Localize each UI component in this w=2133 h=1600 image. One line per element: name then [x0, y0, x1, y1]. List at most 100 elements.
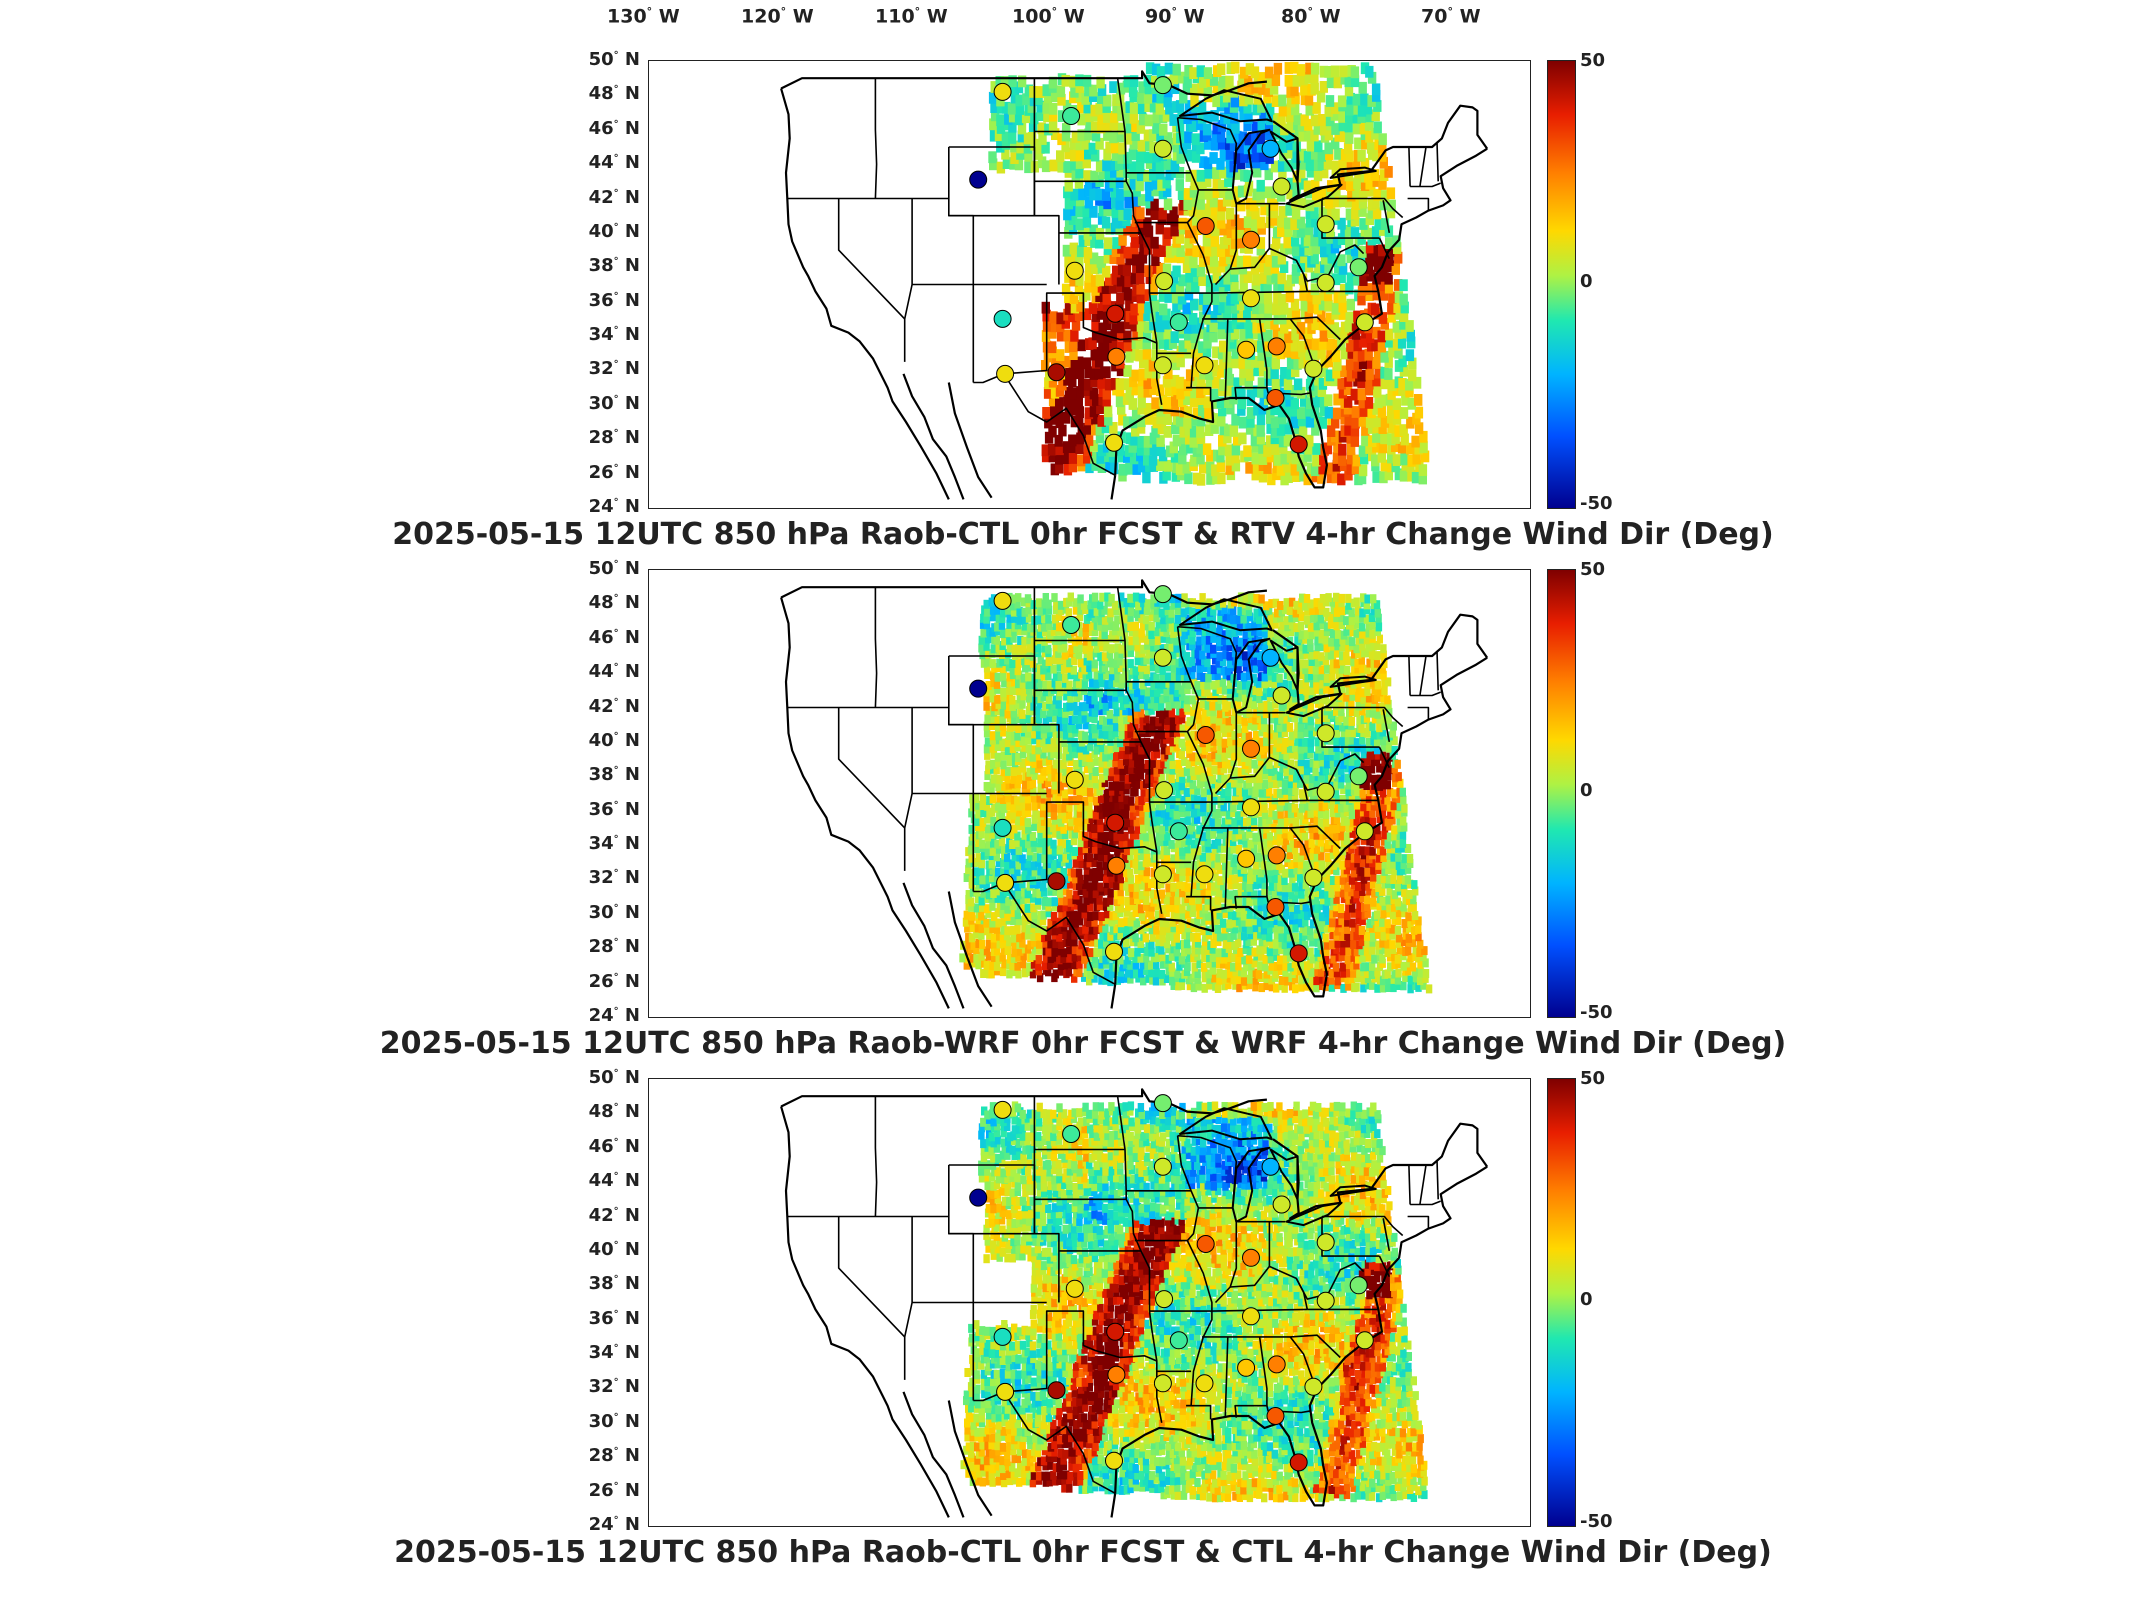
latitude-degree: 36	[588, 798, 614, 820]
latitude-label: 26° N	[588, 1479, 640, 1501]
latitude-degree: 48	[588, 83, 614, 105]
latitude-label: 50° N	[588, 1067, 640, 1088]
coastline	[1114, 1165, 1488, 1507]
state-border	[1202, 1334, 1341, 1359]
state-border	[1214, 1221, 1238, 1304]
raob-station-marker	[1304, 868, 1323, 887]
state-border	[903, 198, 913, 362]
field-cells	[988, 61, 1430, 486]
raob-station-marker	[1242, 289, 1260, 308]
coastline	[780, 88, 950, 500]
latitude-hemisphere: N	[618, 152, 640, 174]
latitude-hemisphere: N	[618, 833, 640, 855]
state-border	[837, 198, 906, 320]
latitude-hemisphere: N	[618, 626, 640, 648]
latitude-degree: 40	[588, 729, 614, 751]
raob-station-marker	[1153, 139, 1172, 158]
state-border	[1321, 1216, 1380, 1257]
coastline	[1110, 984, 1117, 1009]
raob-station-marker	[1106, 304, 1125, 323]
latitude-label: 44° N	[588, 1170, 640, 1192]
state-border	[874, 587, 878, 708]
latitude-label: 36° N	[588, 1307, 640, 1329]
great-lake	[1231, 637, 1271, 714]
raob-station-marker	[1237, 1358, 1256, 1377]
latitude-degree: 42	[588, 186, 614, 208]
raob-station-marker	[1062, 616, 1081, 634]
raob-station-marker	[1242, 230, 1260, 249]
latitude-label: 40° N	[588, 729, 640, 751]
great-lake	[1285, 692, 1343, 718]
latitude-hemisphere: N	[618, 1479, 640, 1501]
longitude-hemisphere: W	[1057, 5, 1085, 28]
raob-station-marker	[1047, 872, 1066, 891]
longitude-hemisphere: W	[920, 5, 948, 28]
latitude-label: 38° N	[588, 255, 640, 277]
raob-station-marker	[1195, 865, 1214, 884]
raob-station-marker	[1196, 1235, 1215, 1253]
latitude-degree: 38	[588, 255, 614, 277]
colorbar-tick-label: 50	[1580, 1068, 1606, 1089]
raob-station-marker	[1242, 1307, 1260, 1326]
raob-station-marker	[1316, 273, 1335, 292]
latitude-hemisphere: N	[618, 1204, 640, 1226]
latitude-hemisphere: N	[618, 1238, 640, 1260]
raob-station-marker	[1062, 1125, 1081, 1143]
raob-station-marker	[993, 309, 1012, 328]
longitude-degree: 90	[1145, 5, 1172, 28]
raob-station-marker	[1169, 822, 1188, 841]
raob-station-marker	[1169, 1331, 1188, 1350]
raob-station-marker	[1355, 822, 1374, 841]
raob-station-marker	[1065, 261, 1084, 280]
latitude-degree: 34	[588, 324, 614, 346]
latitude-degree: 30	[588, 901, 614, 923]
state-border	[1230, 247, 1309, 292]
coastline	[1110, 1493, 1117, 1518]
state-border	[1186, 895, 1212, 911]
state-border	[1321, 198, 1380, 239]
raob-station-marker	[969, 679, 988, 698]
raob-station-marker	[1272, 1195, 1291, 1214]
raob-station-marker	[1289, 435, 1308, 454]
raob-station-marker	[1062, 107, 1081, 125]
state-border	[874, 1096, 878, 1217]
raob-station-marker	[1261, 139, 1280, 158]
map-plot-area	[648, 1078, 1531, 1527]
latitude-hemisphere: N	[618, 427, 640, 449]
longitude-label: 110° W	[875, 5, 948, 28]
raob-station-marker	[1047, 1381, 1066, 1400]
raob-station-marker	[993, 591, 1012, 610]
latitude-degree: 40	[588, 220, 614, 242]
colorbar-tick-label: -50	[1580, 493, 1613, 514]
state-border	[1289, 827, 1317, 880]
coastline	[780, 1106, 950, 1518]
coastline	[902, 373, 965, 500]
great-lake	[1285, 1201, 1343, 1227]
colorbar-tick-label: 0	[1580, 271, 1593, 292]
raob-station-marker	[1107, 347, 1126, 366]
state-border	[1321, 707, 1380, 748]
longitude-hemisphere: W	[786, 5, 814, 28]
state-border	[1230, 1265, 1309, 1310]
panel-title: 2025-05-15 12UTC 850 hPa Raob-WRF 0hr FC…	[379, 1026, 1787, 1061]
latitude-label: 30° N	[588, 392, 640, 414]
state-border	[1116, 1096, 1158, 1362]
latitude-degree: 30	[588, 1410, 614, 1432]
latitude-hemisphere: N	[618, 901, 640, 923]
latitude-label: 34° N	[588, 833, 640, 855]
latitude-label: 26° N	[588, 461, 640, 483]
raob-station-marker	[1266, 389, 1285, 407]
raob-station-marker	[1316, 1233, 1335, 1252]
latitude-label: 26° N	[588, 970, 640, 992]
state-border	[1410, 691, 1441, 697]
raob-station-marker	[1349, 258, 1368, 277]
state-border	[1419, 655, 1427, 696]
raob-station-marker	[1153, 1157, 1172, 1176]
latitude-label: 30° N	[588, 1410, 640, 1432]
raob-stations	[969, 1094, 1374, 1472]
latitude-hemisphere: N	[618, 695, 640, 717]
latitude-degree: 26	[588, 1479, 614, 1501]
raob-station-marker	[1242, 1248, 1260, 1267]
latitude-degree: 48	[588, 592, 614, 614]
raob-station-marker	[1155, 1290, 1174, 1309]
